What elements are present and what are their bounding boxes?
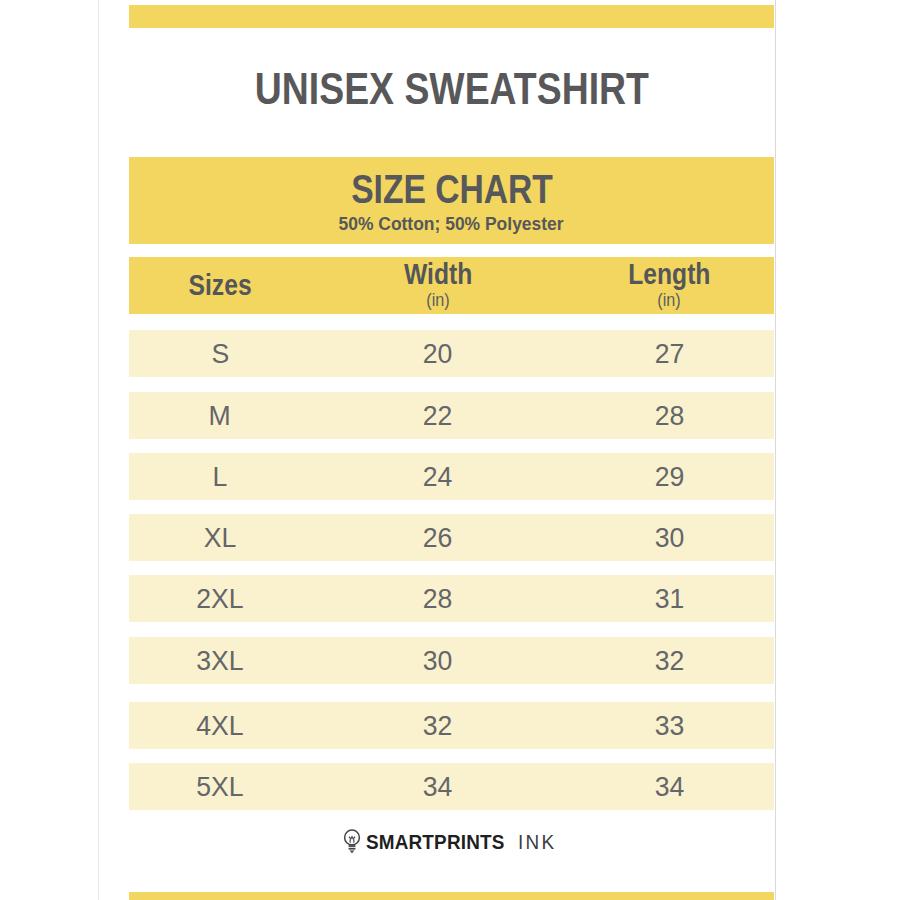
table-row: L 24 29 bbox=[129, 453, 774, 500]
size-chart-document: UNISEX SWEATSHIRT SIZE CHART 50% Cotton;… bbox=[129, 0, 774, 900]
size-value: L bbox=[213, 463, 228, 491]
size-value: S bbox=[211, 340, 229, 368]
header-width: Width (in) bbox=[311, 260, 565, 311]
top-accent-bar bbox=[129, 5, 774, 28]
width-value: 22 bbox=[423, 402, 453, 430]
page-title: UNISEX SWEATSHIRT bbox=[254, 64, 648, 114]
width-value: 30 bbox=[423, 647, 453, 675]
length-value: 27 bbox=[655, 340, 685, 368]
brand-footer: SMARTPRINTS INK bbox=[129, 826, 774, 858]
header-sizes: Sizes bbox=[129, 271, 311, 300]
table-row: S 20 27 bbox=[129, 330, 774, 377]
bottom-accent-bar bbox=[129, 892, 774, 900]
table-row: XL 26 30 bbox=[129, 514, 774, 561]
length-value: 28 bbox=[655, 402, 685, 430]
width-value: 28 bbox=[423, 585, 453, 613]
material-subtitle: 50% Cotton; 50% Polyester bbox=[339, 214, 564, 235]
header-sizes-label: Sizes bbox=[188, 271, 251, 300]
table-row: 5XL 34 34 bbox=[129, 763, 774, 810]
size-chart-heading: SIZE CHART bbox=[351, 168, 553, 211]
length-value: 34 bbox=[655, 773, 685, 801]
size-chart-banner: SIZE CHART 50% Cotton; 50% Polyester bbox=[129, 157, 774, 244]
size-value: XL bbox=[204, 524, 237, 552]
length-value: 29 bbox=[655, 463, 685, 491]
size-value: 2XL bbox=[196, 585, 243, 613]
length-value: 33 bbox=[655, 712, 685, 740]
header-length-label: Length bbox=[628, 260, 710, 289]
width-value: 32 bbox=[423, 712, 453, 740]
header-length: Length (in) bbox=[565, 260, 774, 311]
table-header-row: Sizes Width (in) Length (in) bbox=[129, 257, 774, 314]
width-value: 20 bbox=[423, 340, 453, 368]
length-value: 31 bbox=[655, 585, 685, 613]
table-row: M 22 28 bbox=[129, 392, 774, 439]
size-value: 3XL bbox=[196, 647, 243, 675]
lightbulb-icon bbox=[342, 828, 362, 859]
table-row: 3XL 30 32 bbox=[129, 637, 774, 684]
brand-name-secondary: INK bbox=[518, 830, 556, 854]
table-row: 2XL 28 31 bbox=[129, 575, 774, 622]
size-value: 4XL bbox=[196, 712, 243, 740]
header-length-unit: (in) bbox=[658, 291, 681, 311]
width-value: 24 bbox=[423, 463, 453, 491]
header-width-unit: (in) bbox=[426, 291, 449, 311]
length-value: 32 bbox=[655, 647, 685, 675]
width-value: 26 bbox=[423, 524, 453, 552]
width-value: 34 bbox=[423, 773, 453, 801]
brand-name-primary: SMARTPRINTS bbox=[366, 830, 504, 854]
size-value: 5XL bbox=[196, 773, 243, 801]
page-title-row: UNISEX SWEATSHIRT bbox=[129, 62, 774, 116]
header-width-label: Width bbox=[404, 260, 472, 289]
page-edge-left bbox=[98, 0, 99, 900]
page-edge-right bbox=[775, 0, 776, 900]
table-row: 4XL 32 33 bbox=[129, 702, 774, 749]
length-value: 30 bbox=[655, 524, 685, 552]
size-value: M bbox=[209, 402, 231, 430]
